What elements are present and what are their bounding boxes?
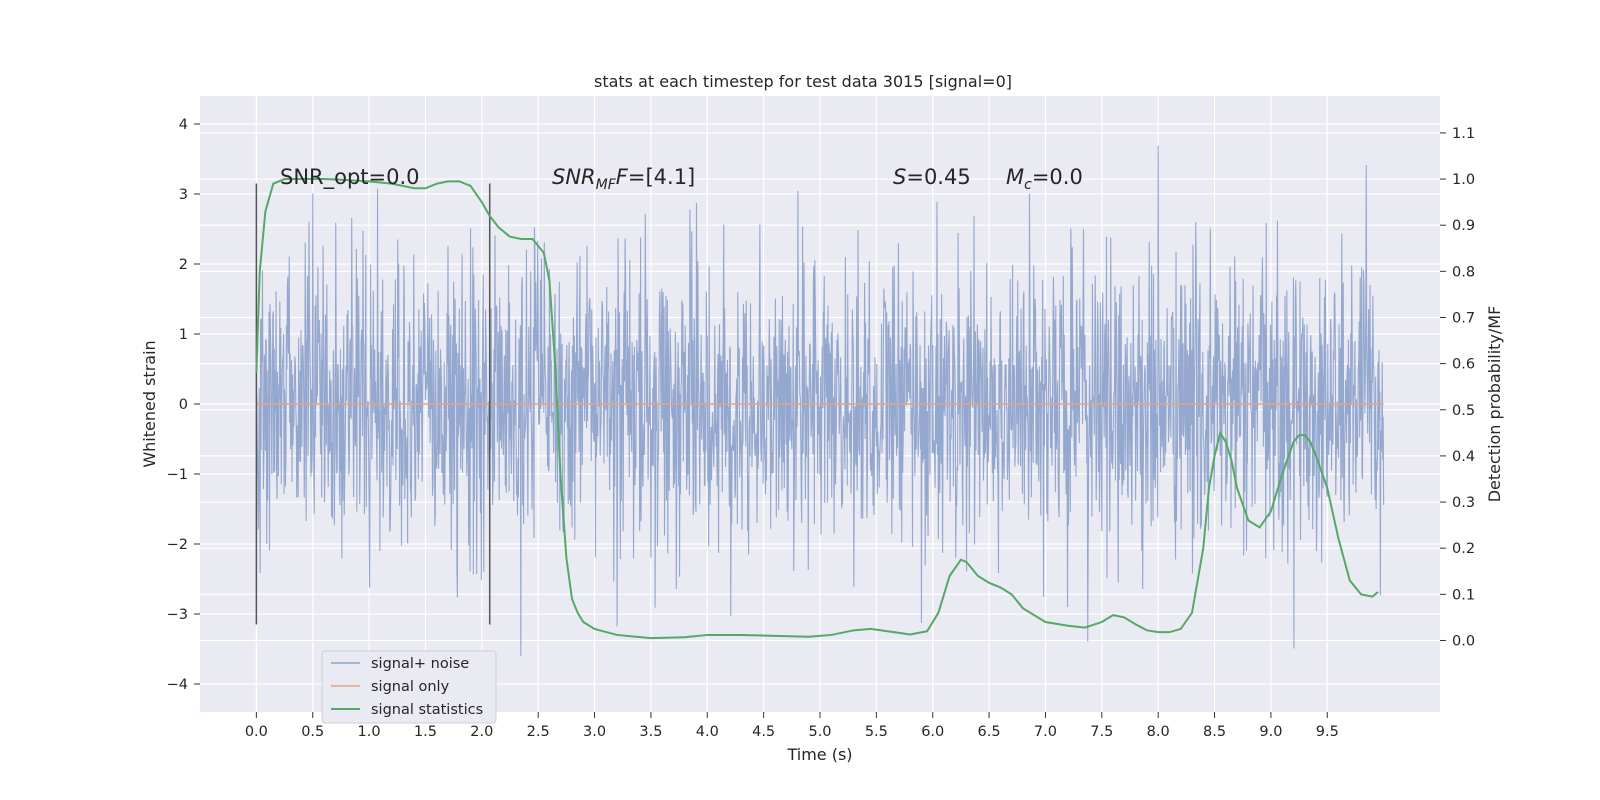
- y-axis-label: Whitened strain: [140, 340, 159, 467]
- x-tick-label: 4.5: [752, 724, 775, 740]
- chart-title: stats at each timestep for test data 301…: [594, 72, 1012, 91]
- y2-tick-label: 1.0: [1452, 172, 1475, 188]
- y2-tick-label: 0.9: [1452, 218, 1475, 234]
- x-axis-label: Time (s): [786, 745, 852, 764]
- y-tick-label: −4: [167, 677, 188, 693]
- snr-mf-f: F: [616, 165, 629, 189]
- y-tick-label: −3: [167, 607, 188, 623]
- x-tick-label: 3.5: [639, 724, 662, 740]
- annotation-snr-opt: SNR_opt=0.0: [280, 165, 420, 190]
- annotation-snr-mf: SNRMFF=[4.1]: [552, 165, 695, 193]
- legend-label-signal-only: signal only: [371, 679, 450, 695]
- annotation-mc: Mc=0.0: [1006, 165, 1083, 193]
- y2-tick-label: 0.5: [1452, 403, 1475, 419]
- y2-tick-label: 0.4: [1452, 449, 1475, 465]
- y2-tick-label: 0.8: [1452, 264, 1475, 280]
- legend: signal+ noise signal only signal statist…: [321, 650, 497, 724]
- y-tick-label: −2: [167, 537, 188, 553]
- vertical-markers: [255, 183, 491, 625]
- snr-mf-value: =[4.1]: [628, 165, 695, 189]
- s-value: =0.45: [906, 165, 970, 189]
- y2-tick-label: 0.1: [1452, 587, 1475, 603]
- x-tick-label: 2.0: [470, 724, 493, 740]
- x-tick-label: 7.5: [1090, 724, 1113, 740]
- y-axis-ticks: 4 3 2 1 0 −1 −2 −3 −4: [167, 117, 200, 693]
- x-tick-label: 0.0: [245, 724, 268, 740]
- y2-axis-ticks: 1.1 1.0 0.9 0.8 0.7 0.6 0.5 0.4 0.3 0.2 0.1 0.0: [1440, 126, 1475, 649]
- y2-axis-label: Detection probability/MF: [1485, 306, 1504, 503]
- mc-base: M: [1006, 165, 1024, 189]
- x-tick-label: 6.5: [978, 724, 1001, 740]
- x-tick-label: 8.0: [1147, 724, 1170, 740]
- y-tick-label: −1: [167, 467, 188, 483]
- x-tick-label: 1.0: [358, 724, 381, 740]
- mc-value: =0.0: [1032, 165, 1083, 189]
- y-tick-label: 3: [179, 187, 188, 203]
- x-tick-label: 8.5: [1203, 724, 1226, 740]
- annotation-s: S=0.45: [893, 165, 971, 189]
- x-tick-label: 2.5: [527, 724, 550, 740]
- x-tick-label: 9.0: [1259, 724, 1282, 740]
- x-axis-ticks: 0.0 0.5 1.0 1.5 2.0 2.5 3.0 3.5 4.0 4.5 5.0 5.5 6.0 6…: [245, 712, 1339, 740]
- legend-label-signal-statistics: signal statistics: [371, 702, 483, 718]
- snr-mf-base: SNR: [552, 165, 596, 189]
- y2-tick-label: 0.3: [1452, 495, 1475, 511]
- y2-tick-label: 0.2: [1452, 541, 1475, 557]
- x-tick-label: 7.0: [1034, 724, 1057, 740]
- mc-sub: c: [1024, 177, 1032, 193]
- x-tick-label: 4.0: [696, 724, 719, 740]
- snr-mf-sub: MF: [596, 177, 617, 193]
- legend-box: [321, 650, 497, 724]
- x-tick-label: 5.0: [808, 724, 831, 740]
- x-tick-label: 6.0: [921, 724, 944, 740]
- x-tick-label: 0.5: [301, 724, 324, 740]
- y-tick-label: 1: [179, 327, 188, 343]
- x-tick-label: 9.5: [1316, 724, 1339, 740]
- y2-tick-label: 0.7: [1452, 310, 1475, 326]
- legend-label-signal-noise: signal+ noise: [371, 656, 469, 672]
- y-tick-label: 0: [179, 397, 188, 413]
- y2-tick-label: 1.1: [1452, 126, 1475, 142]
- y2-tick-label: 0.0: [1452, 633, 1475, 649]
- x-tick-label: 1.5: [414, 724, 437, 740]
- y-tick-label: 4: [179, 117, 188, 133]
- noise-trace: [255, 145, 1385, 657]
- x-tick-label: 3.0: [583, 724, 606, 740]
- x-tick-label: 5.5: [865, 724, 888, 740]
- s-label: S: [893, 165, 906, 189]
- signal-plus-noise-series: [255, 145, 1385, 657]
- y-tick-label: 2: [179, 257, 188, 273]
- y2-tick-label: 0.6: [1452, 357, 1475, 373]
- signal-statistics-series: [255, 178, 1379, 640]
